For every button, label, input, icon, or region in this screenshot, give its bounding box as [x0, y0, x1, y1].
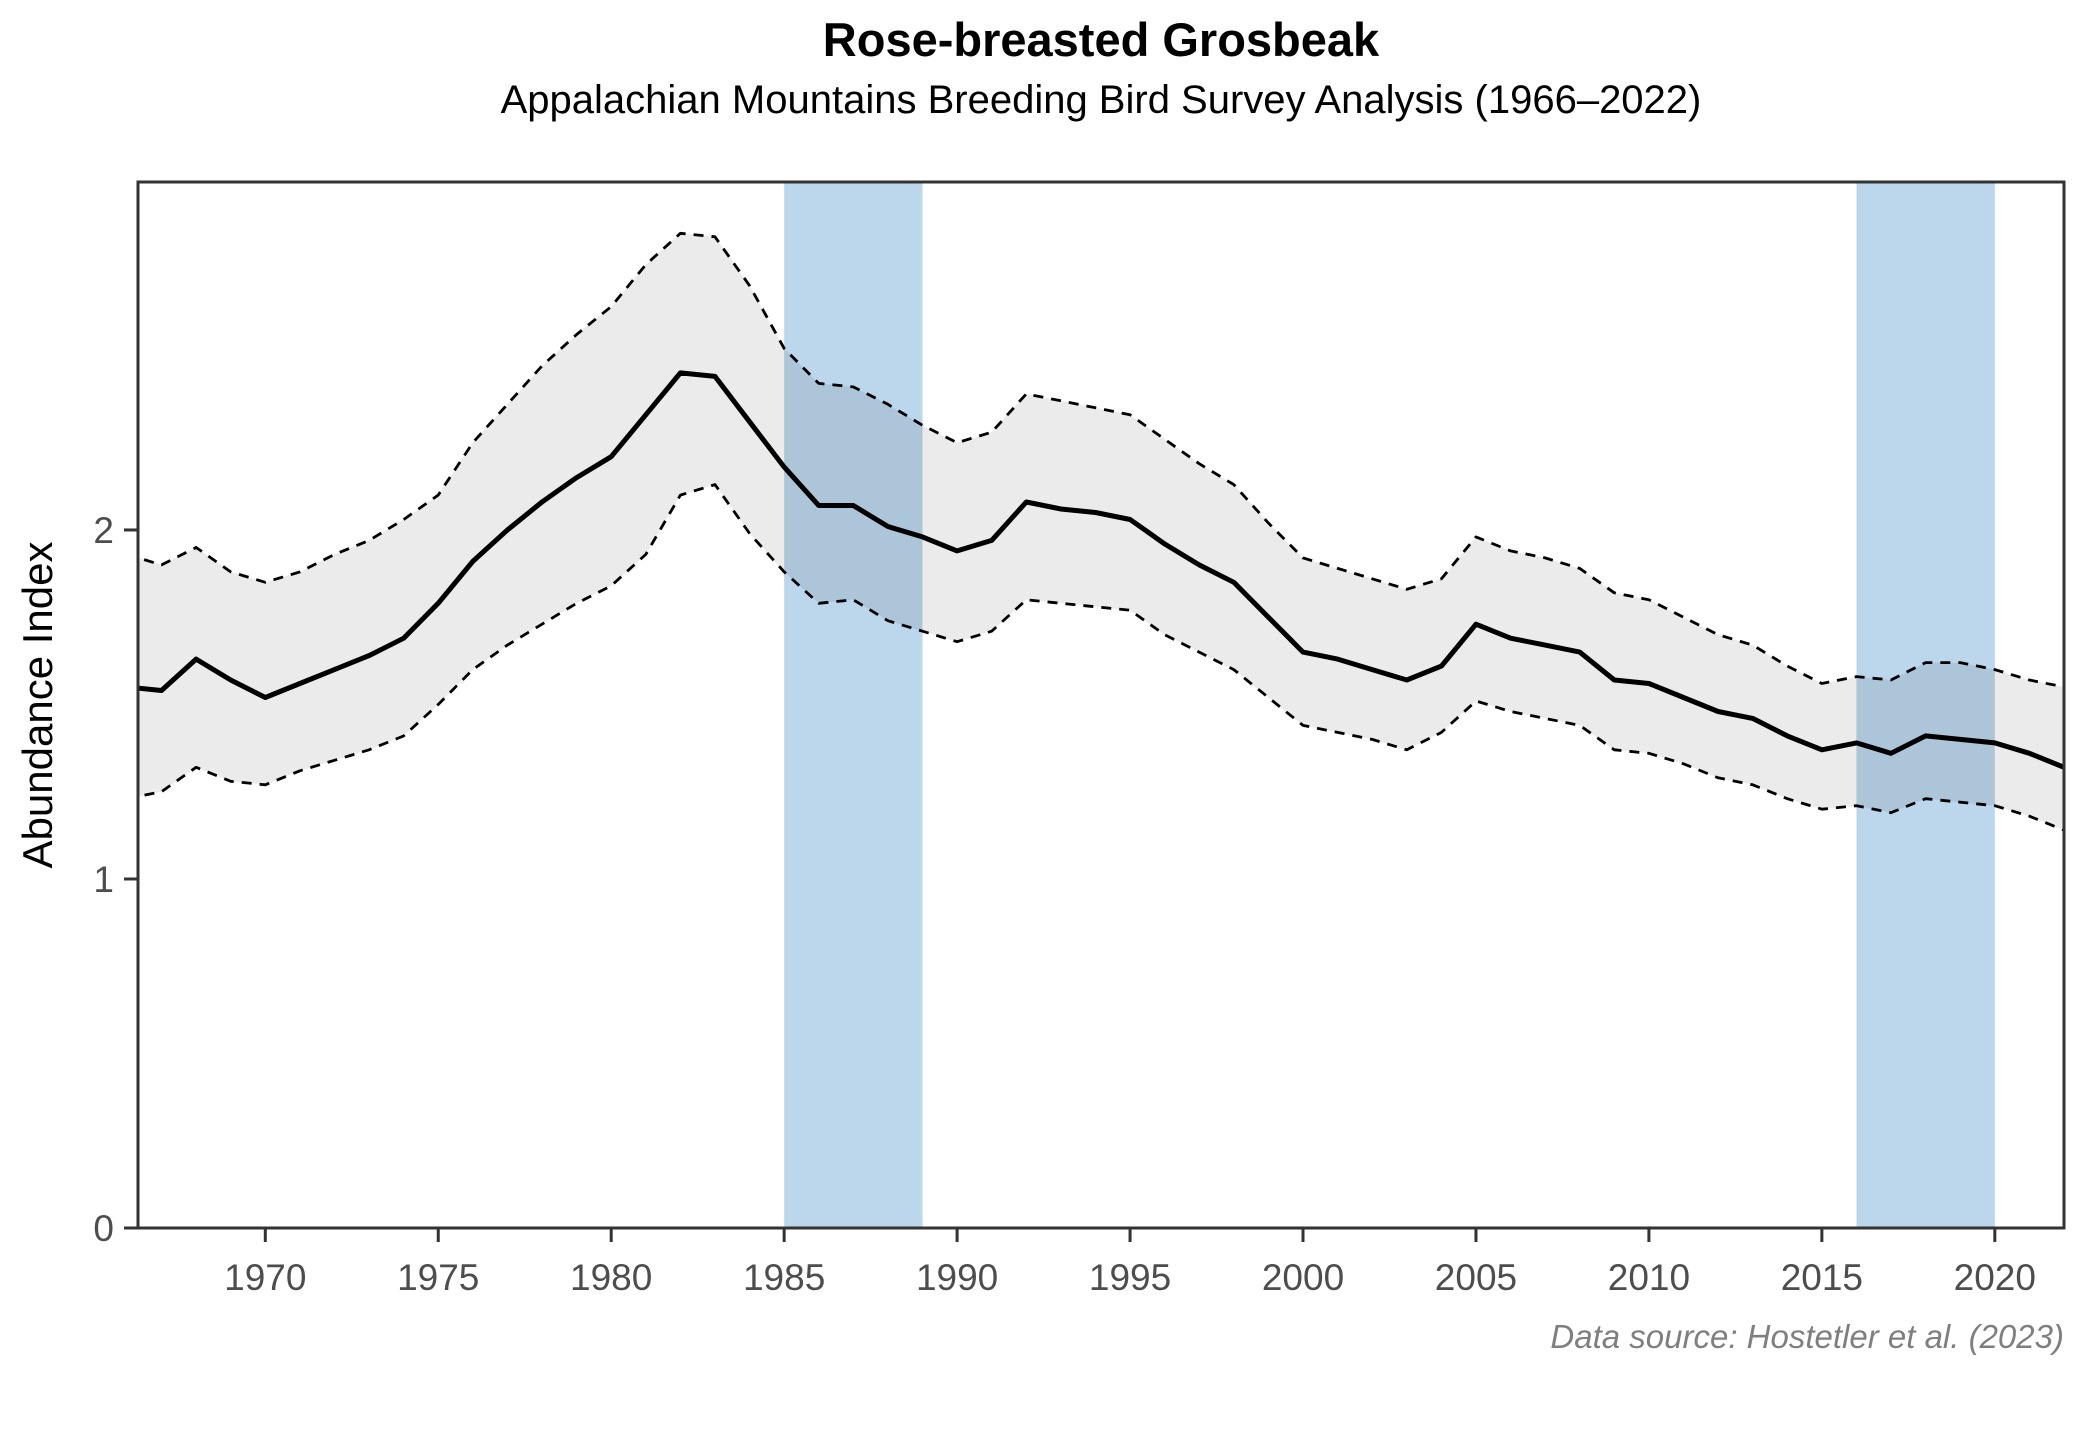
highlight-band: [1856, 182, 1995, 1228]
x-tick-label: 1970: [224, 1257, 306, 1298]
x-tick-label: 1975: [397, 1257, 479, 1298]
lower-ci-line: [138, 483, 2064, 832]
plot-panel: [138, 182, 2064, 1228]
confidence-ribbon: [138, 233, 2064, 831]
data-source-caption: Data source: Hostetler et al. (2023): [1550, 1318, 2064, 1355]
x-tick-label: 1995: [1089, 1257, 1171, 1298]
x-tick-label: 2015: [1781, 1257, 1863, 1298]
x-tick-label: 2020: [1954, 1257, 2036, 1298]
y-tick-label: 0: [93, 1208, 114, 1249]
highlight-band: [784, 182, 923, 1228]
x-tick-label: 1980: [570, 1257, 652, 1298]
chart-title: Rose-breasted Grosbeak: [822, 13, 1380, 66]
y-tick-label: 2: [93, 510, 114, 551]
chart-subtitle: Appalachian Mountains Breeding Bird Surv…: [500, 78, 1702, 122]
mean-line: [138, 370, 2064, 770]
x-tick-label: 1985: [743, 1257, 825, 1298]
x-tick-label: 2005: [1435, 1257, 1517, 1298]
upper-ci-line: [138, 231, 2064, 689]
x-tick-label: 1990: [916, 1257, 998, 1298]
x-tick-label: 2010: [1608, 1257, 1690, 1298]
x-tick-label: 2000: [1262, 1257, 1344, 1298]
panel-border: [136, 180, 2066, 1230]
y-tick-label: 1: [93, 859, 114, 900]
